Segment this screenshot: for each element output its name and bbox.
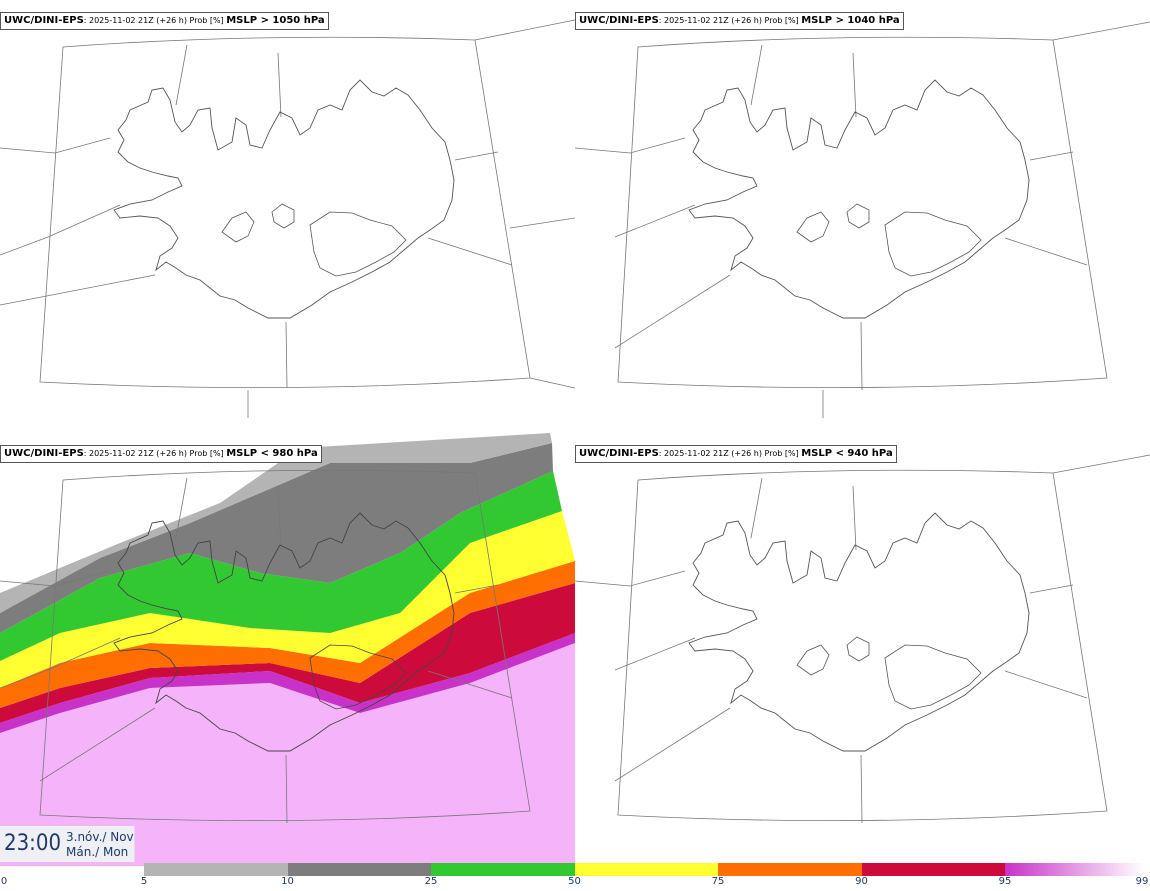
- iceland-coastline: [688, 79, 1030, 319]
- prob-band-5: [0, 433, 552, 613]
- map-panel-mslp-lt-980: UWC/DINI-EPS: 2025-11-02 21Z (+26 h) Pro…: [0, 433, 575, 866]
- run-label: : 2025-11-02 21Z (+26 h) Prob [%]: [83, 16, 227, 25]
- glacier-outline: [796, 644, 830, 676]
- map-panel-mslp-lt-940: UWC/DINI-EPS: 2025-11-02 21Z (+26 h) Pro…: [575, 433, 1150, 866]
- valid-time-box: 23:00 3.nóv./ Nov Mán./ Mon: [0, 826, 135, 862]
- map-canvas: [0, 19, 575, 418]
- prob-band-25: [0, 471, 562, 661]
- colorbar-tick-0: 0: [0, 876, 8, 887]
- glacier-outline: [309, 644, 407, 710]
- colorbar-tick-99: 99: [1135, 876, 1149, 887]
- panel-title: UWC/DINI-EPS: 2025-11-02 21Z (+26 h) Pro…: [0, 445, 322, 463]
- glacier-outline: [221, 211, 255, 243]
- glacier-outline: [846, 636, 870, 662]
- variable-label: MSLP > 1040 hPa: [801, 15, 900, 26]
- colorbar-segment-75-90: [718, 863, 862, 876]
- valid-hour: 23:00: [4, 831, 62, 856]
- glacier-outline: [846, 203, 870, 229]
- valid-weekday: Mán./ Mon: [66, 845, 129, 859]
- glacier-outline: [796, 211, 830, 243]
- variable-label: MSLP < 940 hPa: [801, 448, 893, 459]
- colorbar-segment-90-95: [861, 863, 1005, 876]
- colorbar-tick-75: 75: [711, 876, 725, 887]
- map-graticule: [0, 469, 531, 824]
- colorbar-tick-5: 5: [140, 876, 148, 887]
- iceland-coastline: [113, 512, 455, 752]
- prob-band-90: [0, 583, 575, 723]
- map-graticule: [575, 21, 1150, 418]
- prob-band-99: [0, 643, 575, 866]
- colorbar-segment-10-25: [287, 863, 431, 876]
- run-label: : 2025-11-02 21Z (+26 h) Prob [%]: [658, 16, 802, 25]
- prob-band-10: [0, 443, 553, 633]
- source-label: UWC/DINI-EPS: [579, 15, 659, 26]
- panel-title: UWC/DINI-EPS: 2025-11-02 21Z (+26 h) Pro…: [575, 445, 897, 463]
- variable-label: MSLP > 1050 hPa: [226, 15, 325, 26]
- colorbar-tick-10: 10: [281, 876, 294, 887]
- glacier-outline: [884, 211, 982, 277]
- colorbar-tick-95: 95: [998, 876, 1012, 887]
- map-panel-mslp-gt-1050: UWC/DINI-EPS: 2025-11-02 21Z (+26 h) Pro…: [0, 0, 575, 433]
- map-graticule: [0, 19, 575, 418]
- colorbar-segment-25-50: [431, 863, 575, 876]
- prob-band-95: [0, 633, 575, 733]
- prob-band-50: [0, 511, 575, 688]
- iceland-coastline: [113, 79, 455, 319]
- run-label: : 2025-11-02 21Z (+26 h) Prob [%]: [658, 449, 802, 458]
- iceland-coastline: [688, 512, 1030, 752]
- source-label: UWC/DINI-EPS: [4, 448, 84, 459]
- colorbar-tick-50: 50: [568, 876, 581, 887]
- variable-label: MSLP < 980 hPa: [226, 448, 318, 459]
- colorbar-segment-5-10: [144, 863, 288, 876]
- glacier-outline: [271, 203, 295, 229]
- map-panel-mslp-gt-1040: UWC/DINI-EPS: 2025-11-02 21Z (+26 h) Pro…: [575, 0, 1150, 433]
- colorbar-segment-95-99: [1005, 863, 1144, 876]
- source-label: UWC/DINI-EPS: [579, 448, 659, 459]
- panel-title: UWC/DINI-EPS: 2025-11-02 21Z (+26 h) Pro…: [575, 12, 904, 30]
- colorbar-tick-90: 90: [855, 876, 868, 887]
- valid-date: 3.nóv./ Nov: [66, 830, 134, 844]
- map-canvas: [575, 21, 1150, 418]
- glacier-outline: [309, 211, 407, 277]
- map-canvas: [0, 433, 575, 866]
- map-canvas: [575, 454, 1150, 824]
- probability-field: [0, 433, 575, 866]
- map-graticule: [575, 454, 1150, 824]
- source-label: UWC/DINI-EPS: [4, 15, 84, 26]
- glacier-outline: [884, 644, 982, 710]
- panel-title: UWC/DINI-EPS: 2025-11-02 21Z (+26 h) Pro…: [0, 12, 329, 30]
- colorbar-tick-25: 25: [424, 876, 438, 887]
- colorbar-segment-50-75: [574, 863, 718, 876]
- run-label: : 2025-11-02 21Z (+26 h) Prob [%]: [83, 449, 227, 458]
